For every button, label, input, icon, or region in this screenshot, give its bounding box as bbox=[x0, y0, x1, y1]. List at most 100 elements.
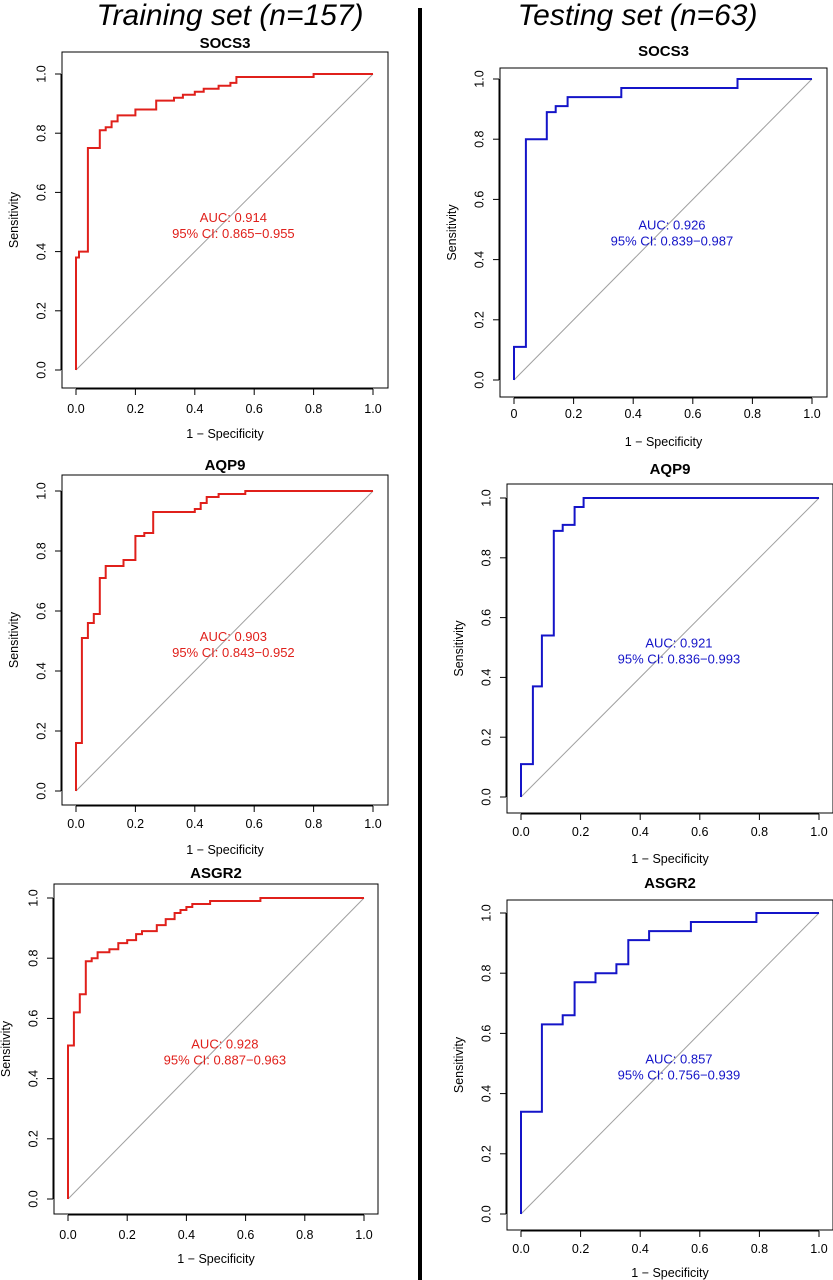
y-tick-label: 0.4 bbox=[479, 669, 493, 686]
training-set-heading: Training set (n=157) bbox=[96, 0, 364, 32]
plot-frame bbox=[506, 899, 833, 1231]
y-tick-label: 0.4 bbox=[34, 243, 48, 260]
x-tick-label: 0.2 bbox=[127, 402, 144, 416]
x-tick-label: 0.2 bbox=[572, 825, 589, 839]
plot-frame bbox=[506, 483, 833, 814]
x-tick-label: 0.6 bbox=[246, 402, 263, 416]
diagonal-reference-line bbox=[75, 73, 374, 371]
y-tick-label: 0.2 bbox=[472, 311, 486, 328]
y-tick-label: 0.0 bbox=[479, 788, 493, 805]
x-axis-label: 1 − Specificity bbox=[186, 843, 264, 857]
x-tick-label: 0.4 bbox=[632, 1242, 649, 1256]
roc-panel-2: SOCS3 0 0.2 0.4 0.6 0.8 1.0 1 − Specificity 0.0 0… bbox=[445, 43, 828, 449]
auc-annotation: AUC: 0.857 bbox=[645, 1052, 712, 1067]
y-tick-label: 0.8 bbox=[479, 549, 493, 566]
roc-panel-3: AQP9 0.0 0.2 0.4 0.6 0.8 1.0 1 − Specificity 0.0… bbox=[7, 457, 389, 857]
testing-set-heading: Testing set (n=63) bbox=[517, 0, 758, 32]
x-axis-label: 1 − Specificity bbox=[186, 427, 264, 441]
diagonal-reference-line bbox=[67, 897, 365, 1200]
roc-panel-5: ASGR2 0.0 0.2 0.4 0.6 0.8 1.0 1 − Specificity 0.… bbox=[0, 865, 379, 1266]
y-tick-label: 0.6 bbox=[472, 191, 486, 208]
x-tick-label: 1.0 bbox=[355, 1228, 372, 1242]
plot-frame bbox=[53, 883, 379, 1215]
x-axis-label: 1 − Specificity bbox=[631, 852, 709, 866]
roc-curve-line bbox=[520, 912, 819, 1214]
ci-annotation: 95% CI: 0.839−0.987 bbox=[611, 234, 734, 249]
y-axis-label: Sensitivity bbox=[452, 620, 466, 677]
plot-frame bbox=[61, 51, 389, 389]
x-tick-label: 1.0 bbox=[803, 407, 820, 421]
auc-annotation: AUC: 0.928 bbox=[191, 1037, 258, 1052]
y-tick-label: 1.0 bbox=[479, 489, 493, 506]
y-tick-label: 0.8 bbox=[34, 124, 48, 141]
y-tick-label: 1.0 bbox=[472, 70, 486, 87]
panel-title: AQP9 bbox=[650, 461, 691, 478]
y-tick-label: 1.0 bbox=[34, 482, 48, 499]
x-tick-label: 0.4 bbox=[186, 817, 203, 831]
auc-annotation: AUC: 0.903 bbox=[200, 629, 267, 644]
y-tick-label: 0.4 bbox=[479, 1085, 493, 1102]
y-tick-label: 0.4 bbox=[472, 251, 486, 268]
y-tick-label: 0.4 bbox=[34, 662, 48, 679]
x-tick-label: 0.2 bbox=[565, 407, 582, 421]
x-tick-label: 0.0 bbox=[67, 817, 84, 831]
y-tick-label: 0.2 bbox=[34, 722, 48, 739]
roc-curve-line bbox=[75, 73, 373, 370]
x-tick-label: 0.0 bbox=[67, 402, 84, 416]
roc-curve-line bbox=[513, 78, 812, 380]
x-tick-label: 0.8 bbox=[751, 825, 768, 839]
y-tick-label: 0.8 bbox=[479, 964, 493, 981]
roc-panel-1: SOCS3 0.0 0.2 0.4 0.6 0.8 1.0 1 − Specificity 0.… bbox=[7, 35, 389, 441]
y-tick-label: 0.6 bbox=[479, 1025, 493, 1042]
roc-curve-line bbox=[520, 497, 819, 797]
ci-annotation: 95% CI: 0.756−0.939 bbox=[618, 1068, 741, 1083]
auc-annotation: AUC: 0.926 bbox=[638, 218, 705, 233]
roc-curve-line bbox=[67, 897, 364, 1199]
x-tick-label: 0.8 bbox=[751, 1242, 768, 1256]
y-tick-label: 0.0 bbox=[34, 361, 48, 378]
y-tick-label: 0.6 bbox=[479, 609, 493, 626]
diagonal-reference-line bbox=[520, 912, 820, 1215]
x-axis-label: 1 − Specificity bbox=[177, 1252, 255, 1266]
x-tick-label: 0.4 bbox=[178, 1228, 195, 1242]
ci-annotation: 95% CI: 0.865−0.955 bbox=[172, 226, 295, 241]
x-tick-label: 0.6 bbox=[246, 817, 263, 831]
plot-frame bbox=[499, 67, 828, 398]
ci-annotation: 95% CI: 0.843−0.952 bbox=[172, 645, 295, 660]
x-tick-label: 1.0 bbox=[810, 1242, 827, 1256]
x-tick-label: 0.6 bbox=[691, 825, 708, 839]
column-divider bbox=[418, 8, 422, 1280]
y-axis-label: Sensitivity bbox=[452, 1036, 466, 1093]
y-tick-label: 0.6 bbox=[34, 602, 48, 619]
plot-frame bbox=[61, 474, 389, 806]
x-tick-label: 0.4 bbox=[632, 825, 649, 839]
x-axis-label: 1 − Specificity bbox=[625, 435, 703, 449]
x-tick-label: 1.0 bbox=[364, 817, 381, 831]
y-tick-label: 0.4 bbox=[26, 1070, 40, 1087]
x-tick-label: 0.2 bbox=[572, 1242, 589, 1256]
x-axis-label: 1 − Specificity bbox=[631, 1266, 709, 1280]
roc-panel-4: AQP9 0.0 0.2 0.4 0.6 0.8 1.0 1 − Specificity 0.0… bbox=[452, 461, 833, 866]
y-tick-label: 0.6 bbox=[34, 184, 48, 201]
y-axis-label: Sensitivity bbox=[7, 611, 21, 668]
roc-curve-line bbox=[75, 490, 373, 791]
panel-title: AQP9 bbox=[205, 457, 246, 474]
roc-panel-6: ASGR2 0.0 0.2 0.4 0.6 0.8 1.0 1 − Specificity 0.… bbox=[452, 875, 833, 1280]
panel-title: SOCS3 bbox=[200, 35, 251, 52]
x-tick-label: 0 bbox=[511, 407, 518, 421]
x-tick-label: 0.4 bbox=[625, 407, 642, 421]
x-tick-label: 0.6 bbox=[691, 1242, 708, 1256]
y-tick-label: 0.8 bbox=[472, 130, 486, 147]
x-tick-label: 1.0 bbox=[810, 825, 827, 839]
x-tick-label: 0.4 bbox=[186, 402, 203, 416]
x-tick-label: 0.6 bbox=[237, 1228, 254, 1242]
diagonal-reference-line bbox=[75, 490, 374, 792]
x-tick-label: 0.8 bbox=[744, 407, 761, 421]
x-tick-label: 0.0 bbox=[512, 1242, 529, 1256]
x-tick-label: 1.0 bbox=[364, 402, 381, 416]
x-tick-label: 0.0 bbox=[59, 1228, 76, 1242]
y-axis-label: Sensitivity bbox=[7, 191, 21, 248]
x-tick-label: 0.8 bbox=[305, 817, 322, 831]
y-tick-label: 0.2 bbox=[26, 1130, 40, 1147]
diagonal-reference-line bbox=[520, 497, 820, 798]
